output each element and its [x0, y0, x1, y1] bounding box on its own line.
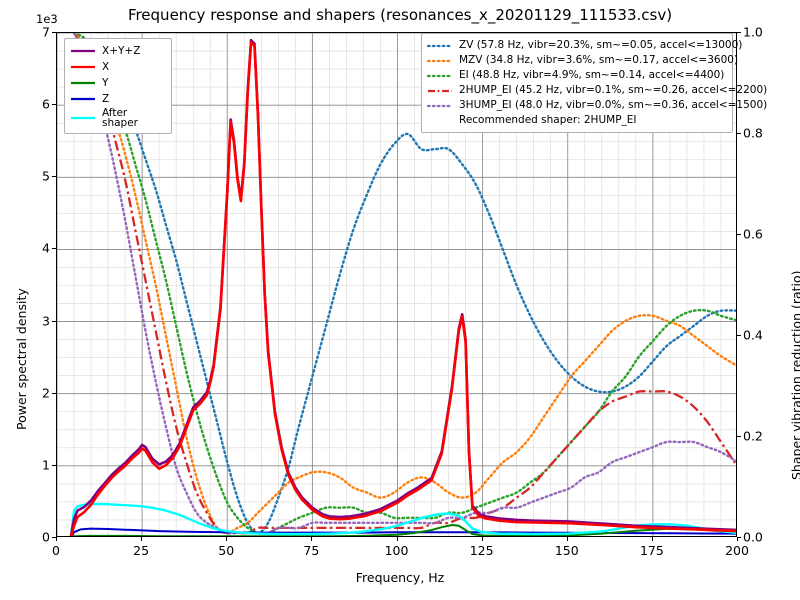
legend-item-shaper-3[interactable]: 2HUMP_EI (45.2 Hz, vibr=0.1%, sm~=0.26, … [427, 83, 767, 98]
y-axis-right-label: Shaper vibration reduction (ratio) [789, 270, 800, 480]
x-tick-mark [396, 537, 398, 541]
legend-line-swatch-icon [70, 112, 96, 124]
y-tick-label-right: 0.2 [743, 428, 763, 444]
y-tick-mark [52, 32, 56, 33]
x-tick-label: 200 [725, 543, 749, 558]
x-tick-label: 125 [469, 543, 494, 558]
x-tick-mark [226, 537, 228, 541]
y-tick-mark-right [737, 537, 741, 538]
legend-line-swatch-icon [70, 77, 96, 89]
legend-item-shaper-1[interactable]: MZV (34.8 Hz, vibr=3.6%, sm~=0.17, accel… [427, 53, 738, 68]
legend-item-label: Y [102, 76, 109, 89]
legend-line-swatch-icon [427, 70, 453, 82]
x-tick-label: 25 [133, 543, 150, 558]
legend-item-label: Z [102, 92, 110, 105]
legend-item-label: ZV (57.8 Hz, vibr=20.3%, sm~=0.05, accel… [459, 39, 743, 51]
legend-item-shaper-0[interactable]: ZV (57.8 Hz, vibr=20.3%, sm~=0.05, accel… [427, 38, 742, 53]
y-tick-mark [52, 320, 56, 322]
y-axis-left-label: Power spectral density [14, 288, 29, 430]
legend-item-y[interactable]: Y [70, 75, 165, 91]
legend-line-swatch-icon [427, 85, 453, 97]
legend-line-swatch-icon [427, 40, 453, 52]
legend-line-swatch-icon [427, 100, 453, 112]
series-zv [72, 33, 736, 535]
y-tick-label-right: 0.4 [743, 327, 763, 343]
y-tick-mark [52, 104, 56, 106]
legend-item-label: 3HUMP_EI (48.0 Hz, vibr=0.0%, sm~=0.36, … [459, 99, 768, 111]
legend-item-shaper-2[interactable]: EI (48.8 Hz, vibr=4.9%, sm~=0.14, accel<… [427, 68, 726, 83]
y-tick-mark [52, 248, 56, 250]
legend-axes: X+Y+Z X Y Z After shaper [64, 38, 172, 134]
legend-shapers: ZV (57.8 Hz, vibr=20.3%, sm~=0.05, accel… [421, 33, 767, 133]
series-x [69, 41, 736, 536]
y-tick-label: 6 [42, 96, 50, 112]
x-tick-mark [737, 537, 738, 541]
legend-line-swatch-icon [70, 93, 96, 105]
y-tick-mark-right [737, 133, 741, 134]
y-axis-right-ticks: 0.0 0.2 0.4 0.6 0.8 1.0 [743, 0, 799, 600]
x-tick-label: 175 [639, 543, 664, 558]
legend-item-label: 2HUMP_EI (45.2 Hz, vibr=0.1%, sm~=0.26, … [459, 84, 768, 96]
legend-item-x[interactable]: X [70, 59, 165, 75]
legend-item-after-shaper[interactable]: After shaper [70, 107, 165, 129]
y-tick-mark [52, 176, 56, 178]
series-y [72, 524, 736, 536]
x-tick-mark [566, 537, 568, 541]
series-after-shaper [69, 502, 736, 536]
x-tick-mark [56, 537, 57, 541]
x-tick-mark [311, 537, 313, 541]
legend-line-swatch-icon [70, 45, 96, 57]
y-tick-mark [52, 537, 56, 538]
series-mzv [72, 33, 736, 535]
legend-item-label: X [102, 60, 110, 73]
legend-line-swatch-icon [70, 61, 96, 73]
legend-item-label: EI (48.8 Hz, vibr=4.9%, sm~=0.14, accel<… [459, 69, 725, 81]
psd-curves [69, 38, 736, 536]
legend-line-swatch-icon [427, 55, 453, 67]
y-tick-mark-right [737, 335, 741, 336]
x-tick-mark [481, 537, 483, 541]
y-tick-label: 5 [42, 168, 50, 184]
x-tick-mark [141, 537, 143, 541]
x-axis-label: Frequency, Hz [355, 570, 445, 585]
legend-item-label: MZV (34.8 Hz, vibr=3.6%, sm~=0.17, accel… [459, 54, 739, 66]
y-tick-mark [52, 392, 56, 394]
y-tick-label-right: 1.0 [743, 24, 763, 40]
y-tick-label: 0 [42, 529, 50, 545]
series-3hump_ei [72, 33, 736, 535]
y-axis-left-ticks: 0 1 2 3 4 5 6 7 [0, 0, 50, 600]
y-tick-label: 3 [42, 313, 50, 329]
y-tick-label: 4 [42, 240, 50, 256]
y-tick-label: 1 [42, 457, 50, 473]
y-tick-mark-right [737, 32, 741, 33]
y-tick-label-right: 0.8 [743, 125, 763, 141]
x-tick-label: 100 [384, 543, 409, 558]
y-tick-mark-right [737, 436, 741, 437]
x-tick-label: 150 [554, 543, 579, 558]
legend-item-label: X+Y+Z [102, 44, 141, 57]
x-tick-label: 0 [52, 543, 60, 558]
recommended-shaper-note: Recommended shaper: 2HUMP_EI [459, 114, 637, 126]
legend-item-label: After shaper [102, 106, 139, 129]
y-tick-label: 7 [42, 24, 50, 40]
x-tick-label: 75 [303, 543, 320, 558]
legend-item-x-y-z[interactable]: X+Y+Z [70, 43, 165, 59]
y-tick-mark-right [737, 234, 741, 235]
x-tick-label: 50 [218, 543, 235, 558]
page-title: Frequency response and shapers (resonanc… [127, 6, 673, 24]
legend-item-shaper-4[interactable]: 3HUMP_EI (48.0 Hz, vibr=0.0%, sm~=0.36, … [427, 98, 767, 113]
x-tick-mark [651, 537, 653, 541]
legend-item-z[interactable]: Z [70, 91, 165, 107]
y-tick-label: 2 [42, 385, 50, 401]
y-tick-label-right: 0.0 [743, 529, 763, 545]
y-axis-exponent-label: 1e3 [36, 12, 58, 26]
y-tick-mark [52, 464, 56, 466]
y-tick-label-right: 0.6 [743, 226, 763, 242]
